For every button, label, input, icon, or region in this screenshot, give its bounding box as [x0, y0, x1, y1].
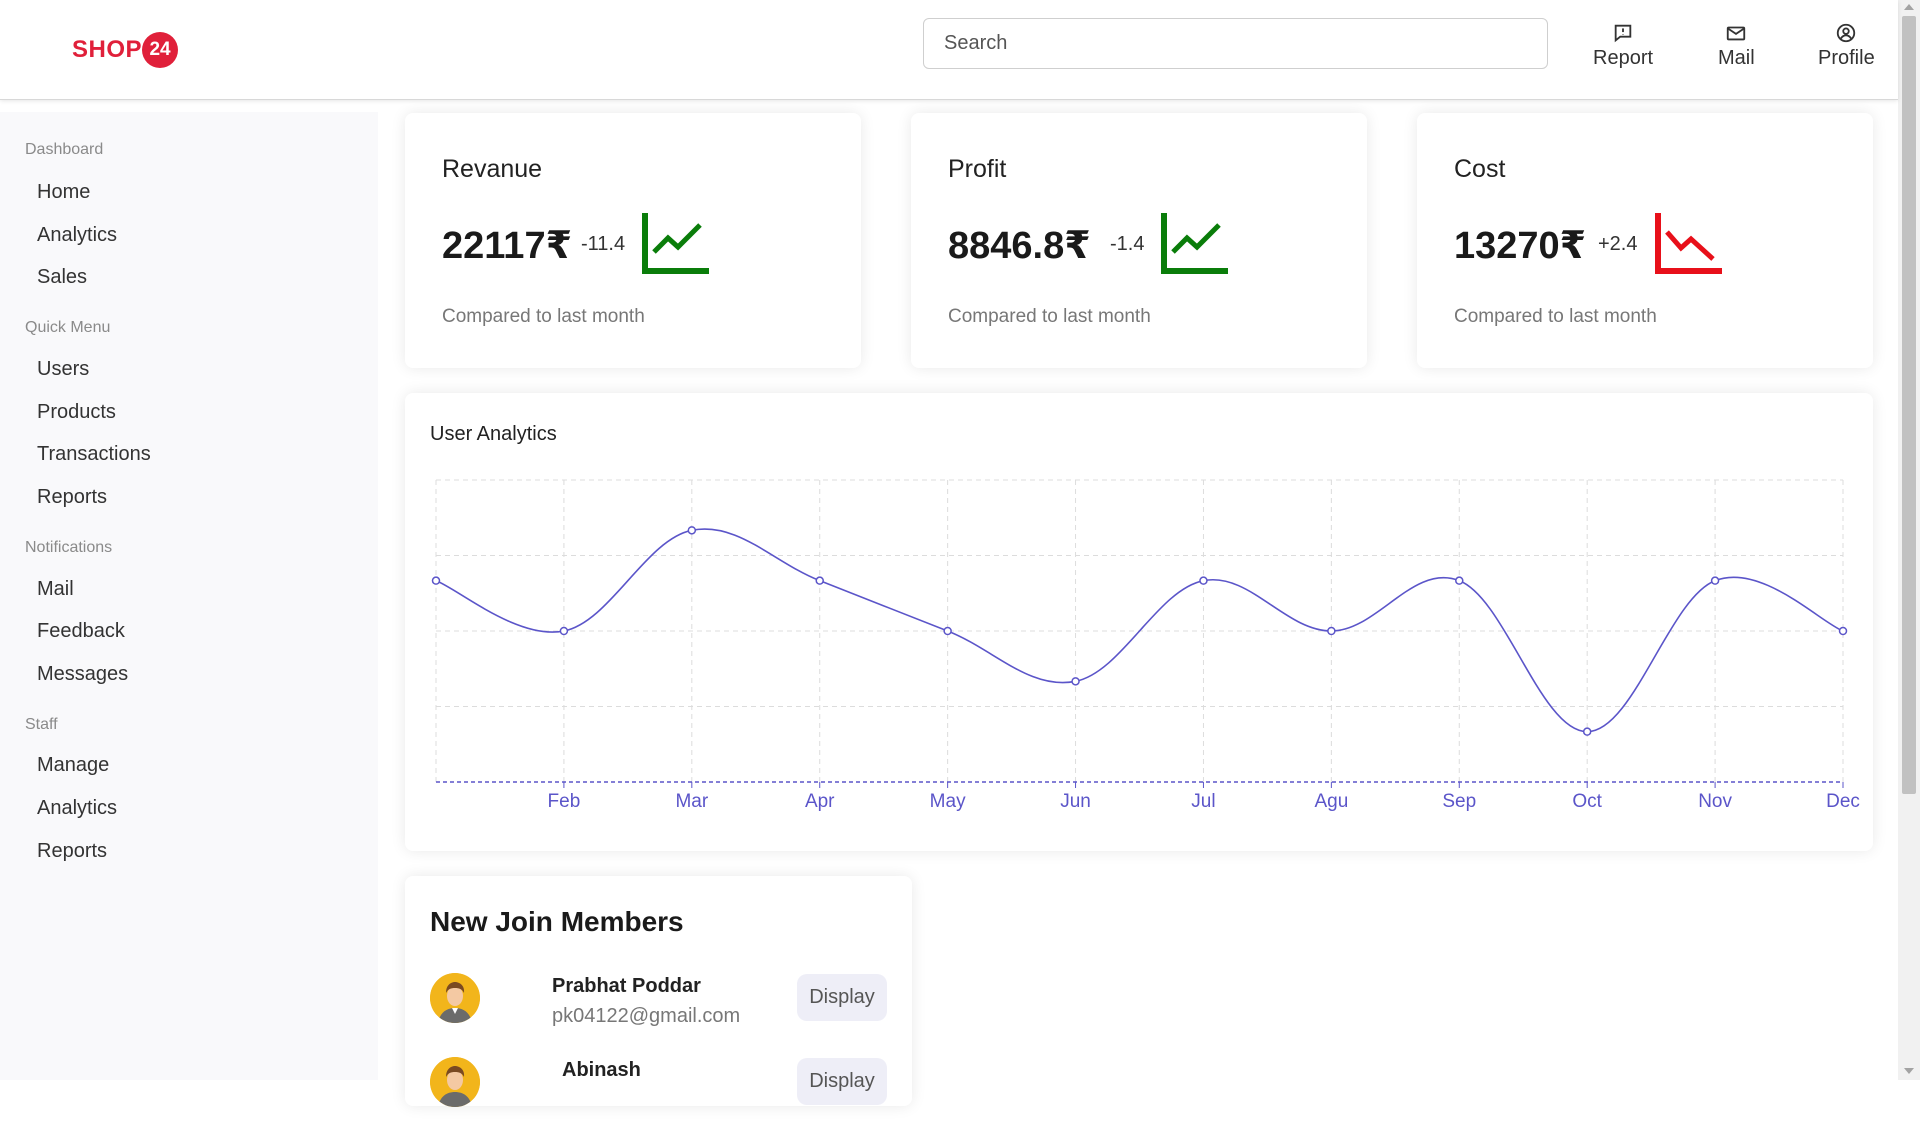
kpi-subtitle: Compared to last month: [948, 306, 1151, 327]
logo[interactable]: SHOP 24: [72, 30, 179, 70]
x-tick-label: Jul: [1191, 791, 1215, 812]
sidebar-item-staff-analytics[interactable]: Analytics: [37, 797, 118, 819]
x-tick-label: Agu: [1314, 791, 1348, 812]
sidebar-item-messages[interactable]: Messages: [37, 663, 129, 685]
sidebar-item-manage[interactable]: Manage: [37, 754, 110, 776]
new-members-card: New Join Members Prabhat Poddar pk04122@…: [405, 876, 912, 1107]
sidebar-group-notifications: Notifications: [25, 539, 113, 556]
data-point: [559, 626, 569, 636]
sidebar-item-products[interactable]: Products: [37, 401, 116, 423]
profile-button[interactable]: Profile: [1818, 22, 1875, 70]
kpi-value: 22117₹: [442, 225, 573, 267]
sidebar-group-quick-menu: Quick Menu: [25, 319, 111, 336]
member-email: pk04122@gmail.com: [552, 1005, 741, 1027]
revenue-card: Revanue 22117₹ -11.4 Compared to last mo…: [405, 113, 861, 368]
member-name: Abinash: [562, 1059, 641, 1081]
user-analytics-chart: Feb Mar Apr May Jun Jul Agu Sep Oct Nov Dec: [431, 479, 1860, 812]
top-bar: SHOP 24 Report Mail Profile: [0, 0, 1898, 100]
scroll-up-arrow[interactable]: [1904, 4, 1914, 10]
members-title: New Join Members: [430, 906, 684, 937]
trending-down-icon: [1655, 213, 1722, 274]
user-analytics-card: User Analytics Feb Mar Apr May Jun Jul Agu Sep O…: [405, 393, 1873, 851]
member-row: Abinash Display: [430, 1057, 890, 1127]
x-tick-label: Oct: [1572, 791, 1602, 812]
report-button[interactable]: Report: [1593, 22, 1653, 70]
avatar: [430, 973, 480, 1023]
x-tick-label: Jun: [1060, 791, 1091, 812]
avatar: [430, 1057, 480, 1107]
x-tick-label: Apr: [805, 791, 835, 812]
kpi-value: 8846.8₹: [948, 225, 1091, 267]
logo-text: SHOP: [72, 36, 143, 63]
data-point: [943, 626, 952, 636]
profit-card: Profit 8846.8₹ -1.4 Compared to last mon…: [911, 113, 1367, 368]
sidebar-item-analytics[interactable]: Analytics: [37, 224, 118, 246]
series-line: [435, 528, 1844, 733]
sidebar-item-staff-reports[interactable]: Reports: [37, 840, 108, 862]
kpi-subtitle: Compared to last month: [1454, 306, 1657, 327]
x-tick-label: Dec: [1826, 791, 1860, 812]
cost-card: Cost 13270₹ +2.4 Compared to last month: [1417, 113, 1873, 368]
report-icon: [1614, 24, 1632, 43]
sidebar: Dashboard Home Analytics Sales Quick Men…: [0, 112, 378, 1080]
x-tick-label: Sep: [1442, 791, 1476, 812]
x-tick-label: Feb: [548, 791, 581, 812]
sidebar-item-transactions[interactable]: Transactions: [37, 443, 151, 465]
kpi-delta: -11.4: [581, 233, 626, 255]
kpi-title: Cost: [1454, 155, 1506, 183]
logo-badge: 24: [142, 32, 179, 68]
trending-up-icon: [1161, 213, 1228, 274]
kpi-value: 13270₹: [1454, 225, 1587, 267]
sidebar-group-staff: Staff: [25, 716, 58, 733]
chart-title: User Analytics: [430, 423, 557, 445]
sidebar-item-feedback[interactable]: Feedback: [37, 620, 125, 642]
data-point: [1455, 576, 1464, 585]
data-point: [815, 576, 824, 585]
x-tick-label: Mar: [675, 791, 708, 812]
data-point: [1327, 626, 1336, 636]
sidebar-item-reports[interactable]: Reports: [37, 486, 108, 508]
kpi-subtitle: Compared to last month: [442, 306, 645, 327]
kpi-delta: -1.4: [1110, 233, 1145, 255]
member-name: Prabhat Poddar: [552, 975, 701, 997]
data-point: [687, 526, 697, 535]
data-point: [1710, 576, 1720, 585]
search-input[interactable]: [923, 18, 1548, 69]
report-label: Report: [1593, 47, 1654, 69]
x-tick-label: Nov: [1698, 791, 1732, 812]
scroll-down-arrow[interactable]: [1904, 1068, 1914, 1074]
sidebar-group-dashboard: Dashboard: [25, 141, 104, 158]
page-scrollbar[interactable]: [1898, 0, 1920, 1080]
kpi-title: Revanue: [442, 155, 543, 183]
mail-label: Mail: [1718, 47, 1755, 69]
profile-label: Profile: [1818, 47, 1875, 69]
display-button[interactable]: Display: [797, 1058, 887, 1105]
sidebar-item-mail[interactable]: Mail: [37, 578, 74, 600]
data-point: [431, 576, 441, 585]
scroll-thumb[interactable]: [1902, 16, 1916, 794]
mail-icon: [1727, 26, 1746, 41]
data-point: [1582, 727, 1592, 736]
sidebar-item-users[interactable]: Users: [37, 358, 90, 380]
x-tick-label: May: [930, 791, 966, 812]
data-point: [1071, 677, 1080, 686]
data-point: [1199, 576, 1208, 585]
display-button[interactable]: Display: [797, 974, 887, 1021]
sidebar-item-sales[interactable]: Sales: [37, 266, 88, 288]
data-point: [1838, 626, 1848, 636]
profile-icon: [1837, 23, 1856, 43]
member-row: Prabhat Poddar pk04122@gmail.com Display: [430, 973, 890, 1043]
sidebar-item-home[interactable]: Home: [37, 181, 91, 203]
trending-up-icon: [642, 213, 709, 274]
mail-button[interactable]: Mail: [1718, 22, 1755, 70]
kpi-delta: +2.4: [1598, 233, 1638, 255]
kpi-title: Profit: [948, 155, 1007, 183]
